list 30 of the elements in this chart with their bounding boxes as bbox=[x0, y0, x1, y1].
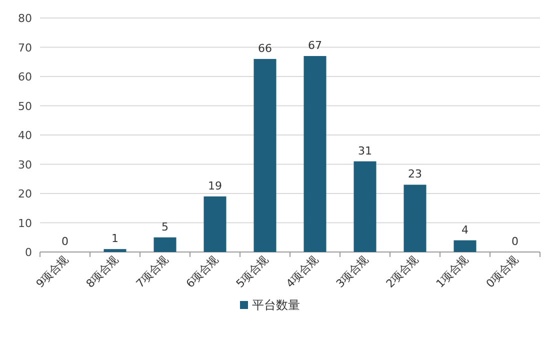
y-tick-label: 50 bbox=[18, 100, 32, 113]
data-label: 0 bbox=[512, 235, 518, 248]
y-tick-label: 40 bbox=[18, 129, 32, 142]
x-tick-label: 1项合规 bbox=[434, 252, 472, 290]
y-tick-label: 70 bbox=[18, 41, 32, 54]
y-tick-label: 30 bbox=[18, 158, 32, 172]
y-tick-label: 20 bbox=[18, 188, 32, 200]
y-tick-label: 10 bbox=[18, 216, 32, 230]
data-label: 0 bbox=[62, 235, 68, 248]
x-tick-label: 0项合规 bbox=[484, 252, 522, 290]
data-label: 31 bbox=[358, 144, 372, 158]
data-label: 1 bbox=[112, 232, 118, 246]
x-tick-label: 2项合规 bbox=[384, 252, 422, 290]
data-label: 4 bbox=[462, 223, 468, 236]
data-label: 66 bbox=[258, 42, 272, 55]
data-label: 23 bbox=[408, 168, 422, 181]
data-label: 19 bbox=[208, 179, 222, 192]
legend-label: 平台数量 bbox=[252, 298, 300, 312]
y-tick-label: 60 bbox=[18, 70, 32, 84]
data-label: 67 bbox=[308, 39, 322, 52]
x-tick-label: 3项合规 bbox=[334, 252, 372, 290]
y-tick-label: 0 bbox=[25, 246, 32, 259]
x-tick-label: 4项合规 bbox=[284, 252, 322, 290]
x-tick-label: 8项合规 bbox=[84, 252, 122, 290]
x-tick-label: 5项合规 bbox=[234, 252, 272, 290]
y-tick-label: 80 bbox=[18, 12, 32, 25]
data-label: 5 bbox=[162, 220, 168, 234]
x-tick-label: 9项合规 bbox=[34, 252, 72, 290]
x-tick-label: 7项合规 bbox=[134, 252, 172, 290]
x-tick-label: 6项合规 bbox=[184, 252, 222, 290]
